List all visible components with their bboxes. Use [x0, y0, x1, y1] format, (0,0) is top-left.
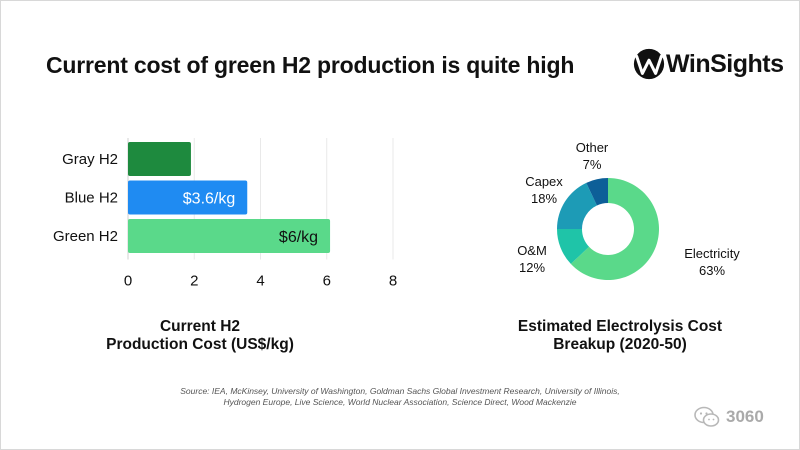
source-line-1: Source: IEA, McKinsey, University of Was… [180, 386, 620, 396]
x-tick-label: 4 [256, 273, 264, 290]
logo-text: WinSights [666, 49, 784, 78]
donut-slice [586, 178, 608, 206]
donut-slice [557, 229, 590, 264]
w-logo-icon [633, 48, 665, 80]
brand-logo: WinSights [630, 44, 784, 84]
wechat-icon [694, 406, 720, 427]
bar-caption-line-2: Production Cost (US$/kg) [106, 336, 294, 353]
x-tick-label: 6 [323, 273, 331, 290]
bar-caption-line-1: Current H2 [159, 318, 241, 335]
x-tick-label: 8 [389, 273, 397, 290]
category-label: Green H2 [53, 228, 118, 245]
slice-value-label: 18% [531, 191, 557, 206]
slice-label: Electricity [684, 246, 740, 261]
x-tick-label: 0 [124, 273, 132, 290]
slice-label: O&M [517, 243, 547, 258]
category-label: Gray H2 [62, 151, 118, 168]
source-line-2: Hydrogen Europe, Live Science, World Nuc… [223, 397, 577, 407]
donut-caption-line-1: Estimated Electrolysis Cost [517, 318, 723, 335]
donut-chart-caption: Estimated Electrolysis Cost Breakup (202… [490, 318, 750, 354]
slice-label: Capex [525, 174, 563, 189]
donut-caption-line-2: Breakup (2020-50) [553, 336, 687, 353]
bar [128, 180, 248, 215]
slice-value-label: 12% [519, 260, 545, 275]
slice-value-label: 63% [699, 263, 725, 278]
slice-label: Other [576, 140, 609, 155]
bar [128, 219, 331, 253]
x-tick-label: 2 [190, 273, 198, 290]
data-label: $6/kg [279, 229, 318, 246]
source-note: Source: IEA, McKinsey, University of Was… [150, 386, 650, 408]
donut-slice [557, 182, 597, 229]
bar-chart: Gray H2 Blue H2 $3.6/kg Green H2 $6/kg 0 2 4 6 8 [53, 138, 397, 290]
watermark-text: 3060 [726, 407, 764, 426]
slice-value-label: 7% [583, 157, 602, 172]
category-label: Blue H2 [65, 190, 118, 207]
donut-chart: Electricity 63% O&M 12% Capex 18% Other 7% [517, 140, 740, 280]
slide-title: Current cost of green H2 production is q… [46, 52, 575, 78]
data-label: $3.6/kg [183, 191, 235, 208]
bar [128, 142, 191, 176]
watermark: 3060 [694, 404, 764, 430]
donut-slice [570, 178, 659, 280]
bar-chart-caption: Current H2 Production Cost (US$/kg) [80, 318, 320, 354]
